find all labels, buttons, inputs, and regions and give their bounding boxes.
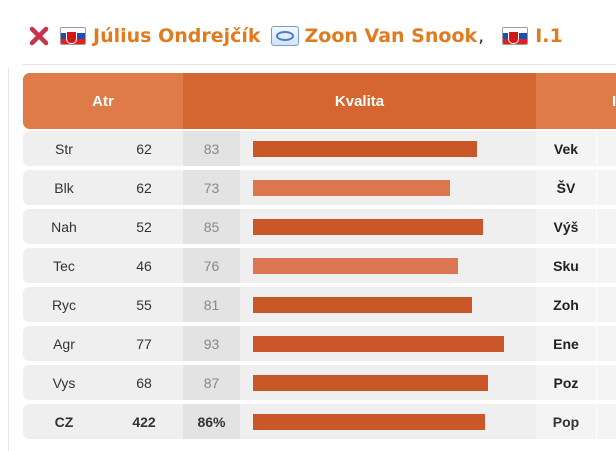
table-row: Agr 77 93 Ene: [23, 326, 616, 361]
table-header: Atr Kvalita I: [23, 73, 616, 129]
info-label: Sku: [553, 257, 579, 274]
quality-bar: [253, 258, 458, 274]
row-right-background: [536, 248, 616, 283]
quality-bar: [253, 297, 472, 313]
separator-comma: ,: [478, 25, 485, 47]
team-name-link[interactable]: Zoon Van Snook: [304, 25, 478, 47]
quality-bar: [253, 141, 477, 157]
attribute-value: 52: [136, 218, 152, 235]
attribute-value: 55: [136, 296, 152, 313]
row-right-separator: [596, 287, 597, 322]
table-row: Vys 68 87 Poz: [23, 365, 616, 400]
quality-value: 93: [183, 326, 240, 361]
player-name-link[interactable]: Július Ondrejčík: [93, 25, 261, 47]
attribute-value: 46: [136, 257, 152, 274]
quality-value: 86%: [183, 404, 240, 439]
row-right-separator: [596, 365, 597, 400]
attributes-table: Atr Kvalita I Str 62 83 Vek Blk 62 73 ŠV Nah 52 85…: [23, 73, 616, 439]
table-row: Str 62 83 Vek: [23, 131, 616, 166]
league-link[interactable]: I.1: [535, 25, 563, 47]
row-right-background: [536, 287, 616, 322]
quality-value: 83: [183, 131, 240, 166]
column-header-kvalita[interactable]: Kvalita: [334, 92, 385, 110]
info-label: ŠV: [556, 179, 576, 196]
attribute-name: Str: [55, 140, 73, 157]
row-right-background: [536, 365, 616, 400]
quality-bar: [253, 414, 485, 430]
team-icon: [270, 26, 299, 46]
attribute-value: 68: [136, 374, 152, 391]
attribute-name: Ryc: [51, 296, 77, 313]
row-right-separator: [596, 326, 597, 361]
attribute-value: 62: [136, 179, 152, 196]
row-right-separator: [596, 209, 597, 244]
player-header: Július Ondrejčík Zoon Van Snook , I.1: [28, 20, 616, 52]
quality-value: 76: [183, 248, 240, 283]
table-total-row: CZ 422 86% Pop: [23, 404, 616, 439]
attribute-name: Blk: [54, 179, 74, 196]
header-divider: [22, 64, 616, 65]
row-right-separator: [596, 404, 597, 439]
table-row: Tec 46 76 Sku: [23, 248, 616, 283]
slovakia-flag-icon: [502, 27, 529, 45]
close-icon[interactable]: [28, 25, 50, 47]
row-right-separator: [596, 170, 597, 205]
attribute-name: CZ: [54, 413, 74, 430]
column-header-atr[interactable]: Atr: [23, 73, 183, 129]
quality-value: 81: [183, 287, 240, 322]
row-right-separator: [596, 248, 597, 283]
quality-value: 85: [183, 209, 240, 244]
quality-bar: [253, 180, 450, 196]
attribute-value: 77: [136, 335, 152, 352]
row-right-background: [536, 131, 616, 166]
attribute-value: 422: [132, 413, 156, 430]
left-border: [8, 68, 9, 451]
quality-value: 87: [183, 365, 240, 400]
row-right-background: [536, 170, 616, 205]
table-row: Ryc 55 81 Zoh: [23, 287, 616, 322]
attribute-value: 62: [136, 140, 152, 157]
quality-value: 73: [183, 170, 240, 205]
table-row: Nah 52 85 Výš: [23, 209, 616, 244]
attribute-name: Tec: [53, 257, 75, 274]
row-right-background: [536, 326, 616, 361]
info-label: Zoh: [553, 296, 579, 313]
info-label: Pop: [552, 413, 580, 430]
row-right-background: [536, 209, 616, 244]
attribute-name: Nah: [51, 218, 77, 235]
row-right-background: [536, 404, 616, 439]
table-row: Blk 62 73 ŠV: [23, 170, 616, 205]
quality-bar: [253, 375, 488, 391]
slovakia-flag-icon: [60, 27, 86, 45]
attribute-name: Agr: [53, 335, 75, 352]
info-label: Výš: [553, 218, 579, 235]
info-label: Ene: [553, 335, 579, 352]
info-label: Poz: [553, 374, 579, 391]
info-label: Vek: [553, 140, 579, 157]
quality-bar: [253, 219, 483, 235]
row-right-separator: [596, 131, 597, 166]
attribute-name: Vys: [52, 374, 76, 391]
quality-bar: [253, 336, 504, 352]
column-header-info[interactable]: I: [536, 73, 616, 129]
